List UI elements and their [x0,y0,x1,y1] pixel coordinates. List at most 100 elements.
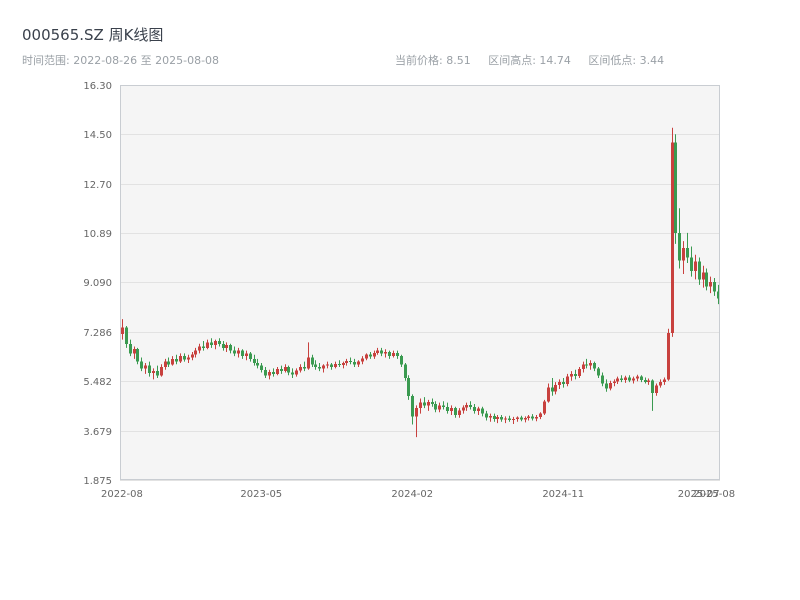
candle-body [198,346,201,351]
candle-body [206,342,209,348]
y-tick-label: 3.679 [83,427,112,438]
candle-body [311,357,314,365]
candle-body [640,376,643,381]
candle-body [330,364,333,368]
candle-body [500,416,503,420]
candle-body [450,408,453,411]
candle-body [284,367,287,372]
candle-body [411,395,414,417]
candle-body [167,361,170,365]
candle-body [318,367,321,369]
candle-body [551,387,554,392]
candle-body [404,364,407,378]
candle-body [291,372,294,375]
x-tick-label: 2024-02 [391,489,433,500]
candle-body [179,356,182,362]
candle-body [481,408,484,414]
candle-body [698,261,701,280]
candle-body [415,408,418,417]
candle-body [125,327,128,344]
candle-body [222,343,225,348]
candle-body [558,382,561,385]
y-tick-label: 1.875 [83,476,112,487]
candle-body [241,350,244,357]
x-tick-label: 2023-05 [240,489,282,500]
candle-body [535,416,538,419]
x-tick-label: 2025-08 [693,489,735,500]
current-price-stat: 当前价格: 8.51 [395,54,471,67]
candle-body [361,358,364,362]
candle-body [717,291,720,299]
candle-body [268,371,271,376]
candle-body [237,350,240,354]
candle-body [303,367,306,369]
candle-body [369,354,372,357]
candle-body [524,417,527,420]
candle-body [276,369,279,374]
candle-body [597,368,600,376]
candle-body [442,405,445,407]
candle-body [233,350,236,354]
candle-body [705,272,708,287]
candle-body [485,413,488,418]
candle-body [299,367,302,371]
candle-body [287,367,290,373]
candle-body [295,370,298,375]
candle-body [353,362,356,365]
candle-body [694,261,697,272]
candle-body [175,358,178,362]
candle-body [585,364,588,366]
candle-body [342,362,345,365]
candle-body [349,361,352,363]
candle-body [156,371,159,376]
candle-body [690,257,693,272]
candle-body [160,367,163,376]
candle-body [512,419,515,421]
candle-body [121,327,124,335]
candle-body [477,408,480,411]
candle-body [431,402,434,405]
candle-body [632,378,635,381]
candle-body [249,353,252,359]
candle-body [392,352,395,357]
candle-body [280,369,283,372]
candle-body [187,357,190,360]
candle-body [419,402,422,409]
candle-body [589,362,592,366]
candle-body [260,365,263,370]
candle-body [164,361,167,368]
candle-body [578,369,581,376]
candle-body [264,369,267,376]
candle-body [644,380,647,382]
candle-body [144,365,147,369]
range-high-stat: 区间高点: 14.74 [488,54,571,67]
candle-body [465,404,468,408]
candle-body [229,345,232,351]
candle-body [655,385,658,394]
candle-body [678,232,681,261]
candle-body [245,353,248,357]
candle-body [396,352,399,357]
candle-body [582,364,585,370]
y-tick-label: 10.89 [83,229,112,240]
candle-body [674,142,677,233]
candle-body [384,351,387,354]
candle-body [400,356,403,365]
candle-body [613,381,616,383]
candle-body [667,332,670,380]
candle-body [376,350,379,353]
candle-body [671,142,674,333]
x-tick-label: 2025-07 [678,489,720,500]
candle-body [566,376,569,385]
candle-body [334,363,337,368]
candle-body [357,361,360,365]
candle-body [473,406,476,411]
candle-body [458,410,461,415]
candle-body [547,387,550,402]
candle-body [434,404,437,410]
candle-body [628,377,631,381]
candle-body [504,418,507,420]
y-tick-label: 5.482 [83,377,112,388]
candle-body [148,365,151,374]
